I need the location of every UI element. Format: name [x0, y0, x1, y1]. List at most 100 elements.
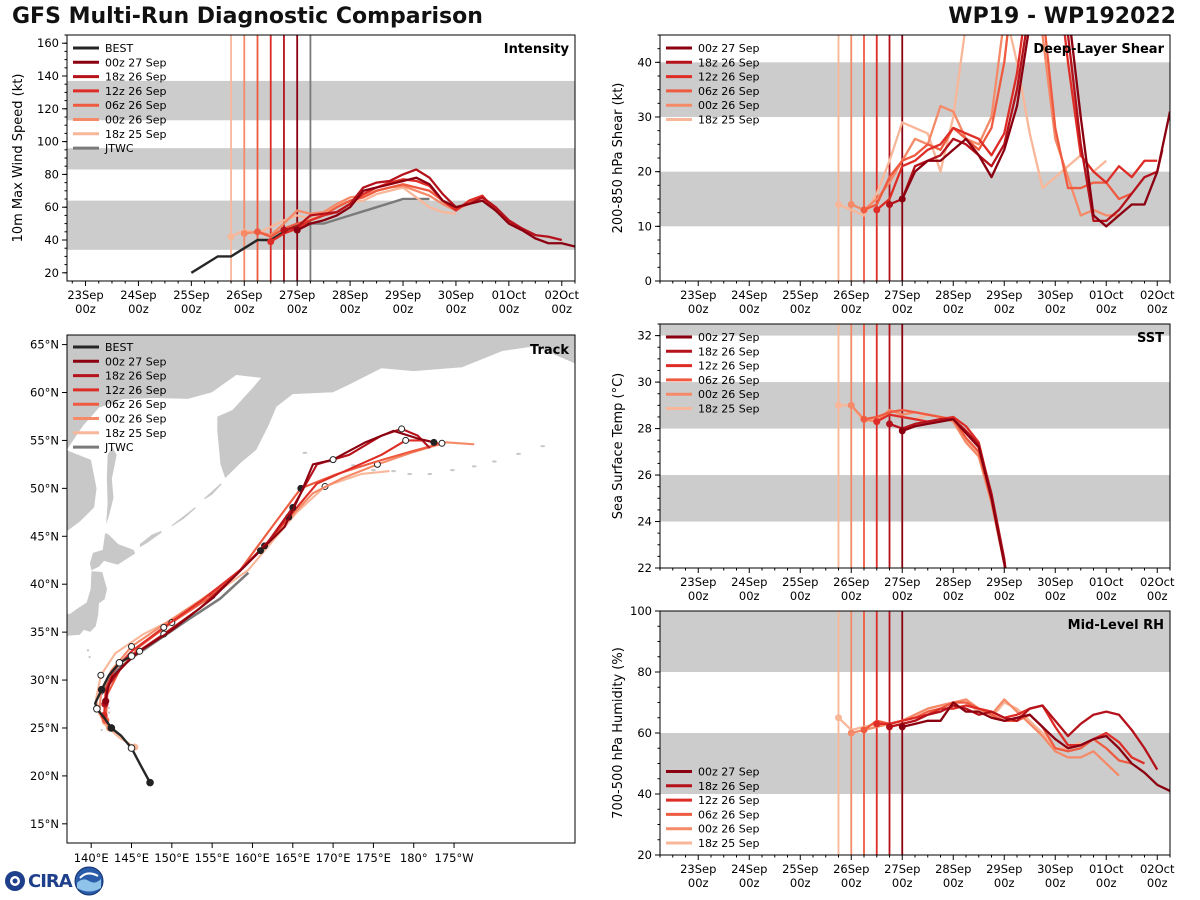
rh-legend-label: 18z 25 Sep — [698, 837, 760, 850]
shear-xtick-hour: 00z — [739, 302, 760, 316]
rh-xtick-day: 23Sep — [680, 862, 716, 876]
intensity-legend-label: 00z 26 Sep — [105, 114, 167, 127]
rh-series-00z-27-sep — [901, 701, 1170, 792]
intensity-ytick-label: 120 — [37, 102, 59, 116]
shear-legend-label: 00z 27 Sep — [698, 42, 760, 55]
intensity-series-12z-26-sep — [270, 178, 536, 243]
track-jtwc-line — [100, 571, 250, 696]
sst-xtick-hour: 00z — [688, 589, 709, 603]
track-start-00z-27-sep — [102, 697, 110, 705]
shear-band-1 — [660, 62, 1170, 117]
shear-xtick-day: 24Sep — [731, 288, 767, 302]
sst-init-point-00z-27-sep — [898, 427, 906, 435]
shear-legend-label: 12z 26 Sep — [698, 71, 760, 84]
intensity-title: Intensity — [504, 42, 570, 57]
shear-series-18z-25-sep — [838, 35, 1107, 217]
track-best-marker — [146, 778, 154, 787]
sst-legend-label: 12z 26 Sep — [698, 360, 760, 373]
track-series-12z-26-sep — [103, 439, 439, 716]
rh-xtick-day: 25Sep — [782, 862, 818, 876]
sst-series-00z-27-sep — [901, 418, 1007, 568]
rh-xtick-hour: 00z — [994, 876, 1015, 890]
shear-xtick-day: 02Oct — [1140, 288, 1175, 302]
land-small-island — [100, 728, 103, 732]
intensity-init-point-00z-26-sep — [240, 229, 248, 237]
sst-ytick-label: 32 — [637, 329, 652, 343]
rh-legend-label: 00z 26 Sep — [698, 823, 760, 836]
track-frame — [66, 334, 576, 844]
shear-series-00z-26-sep — [850, 35, 1119, 217]
track-series-00z-26-sep — [98, 441, 475, 729]
intensity-band-1 — [67, 148, 575, 170]
shear-plot-area — [660, 35, 1170, 281]
intensity-xtick-hour: 00z — [340, 302, 361, 316]
sst-xtick-day: 01Oct — [1089, 575, 1124, 589]
track-marker — [430, 438, 438, 446]
shear-series-18z-26-sep — [889, 35, 1164, 223]
intensity-xtick-hour: 00z — [234, 302, 255, 316]
land-siberia — [67, 335, 575, 480]
track-ytick-label: 15°N — [30, 817, 59, 831]
shear-ytick-label: 40 — [637, 55, 652, 69]
sst-ytick-label: 30 — [637, 375, 652, 389]
intensity-ytick-label: 100 — [37, 135, 59, 149]
track-legend-label: 18z 25 Sep — [105, 427, 167, 440]
sst-init-point-18z-26-sep — [886, 420, 893, 428]
sst-ytick-label: 26 — [637, 468, 652, 482]
track-best-marker — [97, 685, 106, 694]
intensity-ytick-label: 80 — [44, 167, 59, 181]
track-xtick-label: 175°E — [356, 851, 391, 865]
track-xtick-label: 175°W — [435, 851, 474, 865]
track-best-marker — [93, 705, 101, 713]
track-series-18z-25-sep — [94, 470, 390, 749]
rh-xtick-hour: 00z — [943, 876, 964, 890]
track-legend-label: JTWC — [104, 441, 134, 454]
track-marker — [329, 456, 337, 464]
rh-ytick-label: 100 — [630, 604, 652, 618]
land-aleutian-island — [540, 445, 546, 448]
sst-xtick-day: 30Sep — [1037, 575, 1073, 589]
intensity-init-point-18z-25-sep — [227, 233, 235, 241]
intensity-ytick-label: 20 — [44, 266, 59, 280]
intensity-xtick-hour: 00z — [75, 302, 96, 316]
land-aleutian-island — [391, 470, 396, 473]
sst-title: SST — [1137, 331, 1164, 346]
rh-panel: 2040608010023Sep00z24Sep00z25Sep00z26Sep… — [611, 604, 1175, 890]
shear-legend-label: 06z 26 Sep — [698, 85, 760, 98]
shear-init-point-12z-26-sep — [873, 206, 881, 214]
track-xtick-label: 165°E — [275, 851, 310, 865]
shear-ylabel: 200-850 hPa Shear (kt) — [611, 83, 626, 234]
cira-logo-icon — [5, 871, 25, 891]
sst-xtick-hour: 00z — [994, 589, 1015, 603]
shear-xtick-hour: 00z — [892, 302, 913, 316]
land-kuril-1 — [139, 530, 163, 549]
track-ytick-label: 55°N — [30, 433, 59, 447]
intensity-ytick-label: 140 — [37, 69, 59, 83]
rh-init-point-18z-26-sep — [886, 723, 893, 731]
track-ytick-label: 60°N — [30, 386, 59, 400]
track-series-18z-26-sep — [103, 427, 431, 705]
track-legend-label: 06z 26 Sep — [105, 398, 167, 411]
intensity-xtick-day: 26Sep — [226, 288, 262, 302]
intensity-series-00z-26-sep — [244, 184, 483, 237]
rh-init-point-00z-26-sep — [847, 729, 855, 737]
intensity-plot-area — [67, 35, 575, 281]
intensity-xtick-day: 27Sep — [279, 288, 315, 302]
shear-init-point-00z-27-sep — [898, 195, 906, 203]
intensity-band-0 — [67, 200, 575, 250]
rh-ytick-label: 60 — [637, 726, 652, 740]
storm-id: WP19 - WP192022 — [948, 4, 1176, 29]
shear-legend-label: 00z 26 Sep — [698, 99, 760, 112]
shear-xtick-day: 29Sep — [986, 288, 1022, 302]
cira-logo-text: CIRA — [28, 870, 73, 892]
rh-series-12z-26-sep — [876, 704, 1145, 765]
rh-series-18z-26-sep — [889, 704, 1159, 771]
rh-legend-label: 06z 26 Sep — [698, 808, 760, 821]
rh-ytick-label: 40 — [637, 787, 652, 801]
sst-xtick-hour: 00z — [841, 589, 862, 603]
shear-xtick-day: 30Sep — [1037, 288, 1073, 302]
land-kuril-2 — [171, 506, 197, 528]
sst-legend-label: 00z 27 Sep — [698, 331, 760, 344]
track-ytick-label: 40°N — [30, 577, 59, 591]
